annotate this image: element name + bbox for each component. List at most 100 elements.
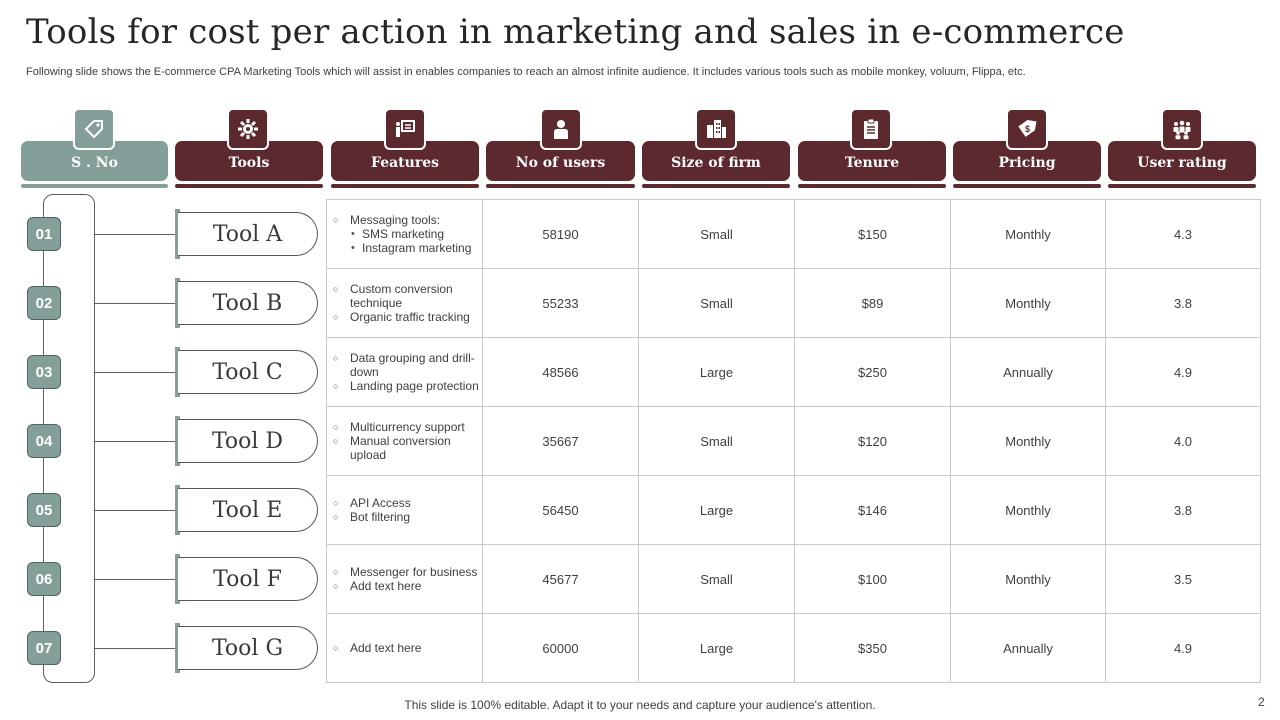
features-cell: Messenger for businessAdd text here [326,544,483,614]
feature-item: Messenger for business [333,565,482,579]
header-label: Tenure [844,155,900,171]
pricing-cell: Monthly [950,199,1106,269]
pricing-cell: Monthly [950,406,1106,476]
presentation-board-icon [384,108,426,150]
tool-label: Tool B [178,281,318,325]
connector-line [95,510,175,511]
pricing-cell: Annually [950,613,1106,683]
slide-subtitle: Following slide shows the E-commerce CPA… [26,66,1026,78]
header-underline [331,184,479,188]
feature-item: Data grouping and drill-down [333,351,482,379]
connector-line [95,648,175,649]
header-underline [21,184,168,188]
features-cell: Multicurrency supportManual conversion u… [326,406,483,476]
connector-line [95,303,175,304]
rating-cell: 4.9 [1105,337,1261,407]
subfeature-item: Instagram marketing [351,241,482,255]
rating-cell: 4.9 [1105,613,1261,683]
size-cell: Small [638,406,795,476]
features-list: Messaging tools: [327,213,482,227]
rating-cell: 3.8 [1105,475,1261,545]
size-cell: Large [638,337,795,407]
tool-accent-bar [175,485,180,535]
row-number: 06 [27,562,61,596]
users-cell: 55233 [482,268,639,338]
users-cell: 60000 [482,613,639,683]
feature-item: Landing page protection [333,379,482,393]
header-underline [1108,184,1256,188]
header-label: Size of firm [671,155,761,171]
pricing-cell: Monthly [950,268,1106,338]
tool-label: Tool A [178,212,318,256]
rating-cell: 3.5 [1105,544,1261,614]
user-icon [540,108,582,150]
header-underline [798,184,946,188]
features-list: Data grouping and drill-downLanding page… [327,351,482,393]
tool-accent-bar [175,416,180,466]
data-table: Messaging tools:SMS marketingInstagram m… [326,199,1261,683]
header-label: Tools [228,155,270,171]
tool-accent-bar [175,209,180,259]
building-icon [695,108,737,150]
tenure-cell: $150 [794,199,951,269]
row-number: 04 [27,424,61,458]
size-cell: Large [638,475,795,545]
feature-item: Custom conversion technique [333,282,482,310]
users-cell: 35667 [482,406,639,476]
features-cell: API AccessBot filtering [326,475,483,545]
table-row: Messaging tools:SMS marketingInstagram m… [326,199,1261,269]
features-cell: Custom conversion techniqueOrganic traff… [326,268,483,338]
users-cell: 56450 [482,475,639,545]
table-row: Custom conversion techniqueOrganic traff… [326,268,1261,338]
size-cell: Small [638,199,795,269]
tool-accent-bar [175,278,180,328]
tool-label: Tool F [178,557,318,601]
page-number: 2 [1258,695,1265,709]
feature-item: Multicurrency support [333,420,482,434]
header-underline [486,184,635,188]
users-cell: 48566 [482,337,639,407]
row-number: 02 [27,286,61,320]
header-label: User rating [1137,155,1227,171]
users-cell: 58190 [482,199,639,269]
pricing-cell: Annually [950,337,1106,407]
size-cell: Large [638,613,795,683]
size-cell: Small [638,544,795,614]
footer-note: This slide is 100% editable. Adapt it to… [404,698,876,712]
features-list: API AccessBot filtering [327,496,482,524]
features-list: Messenger for businessAdd text here [327,565,482,593]
feature-item: Manual conversion upload [333,434,482,462]
subfeatures-list: SMS marketingInstagram marketing [327,227,482,255]
feature-item: Messaging tools: [333,213,482,227]
features-cell: Messaging tools:SMS marketingInstagram m… [326,199,483,269]
svg-text:$: $ [1025,124,1030,134]
feature-item: Bot filtering [333,510,482,524]
tool-label: Tool E [178,488,318,532]
pricing-cell: Monthly [950,475,1106,545]
feature-item: API Access [333,496,482,510]
tenure-cell: $89 [794,268,951,338]
header-label: No of users [515,155,606,171]
tenure-cell: $120 [794,406,951,476]
features-list: Add text here [327,641,482,655]
tenure-cell: $350 [794,613,951,683]
header-label: Pricing [998,155,1056,171]
tool-accent-bar [175,623,180,673]
header-underline [175,184,323,188]
table-row: Data grouping and drill-downLanding page… [326,337,1261,407]
row-number: 03 [27,355,61,389]
pricing-cell: Monthly [950,544,1106,614]
row-number: 01 [27,217,61,251]
size-cell: Small [638,268,795,338]
header-underline [642,184,790,188]
features-cell: Add text here [326,613,483,683]
features-list: Custom conversion techniqueOrganic traff… [327,282,482,324]
subfeature-item: SMS marketing [351,227,482,241]
tool-label: Tool D [178,419,318,463]
features-list: Multicurrency supportManual conversion u… [327,420,482,462]
tool-label: Tool G [178,626,318,670]
connector-line [95,234,175,235]
table-row: Messenger for businessAdd text here45677… [326,544,1261,614]
feature-item: Add text here [333,641,482,655]
users-cell: 45677 [482,544,639,614]
